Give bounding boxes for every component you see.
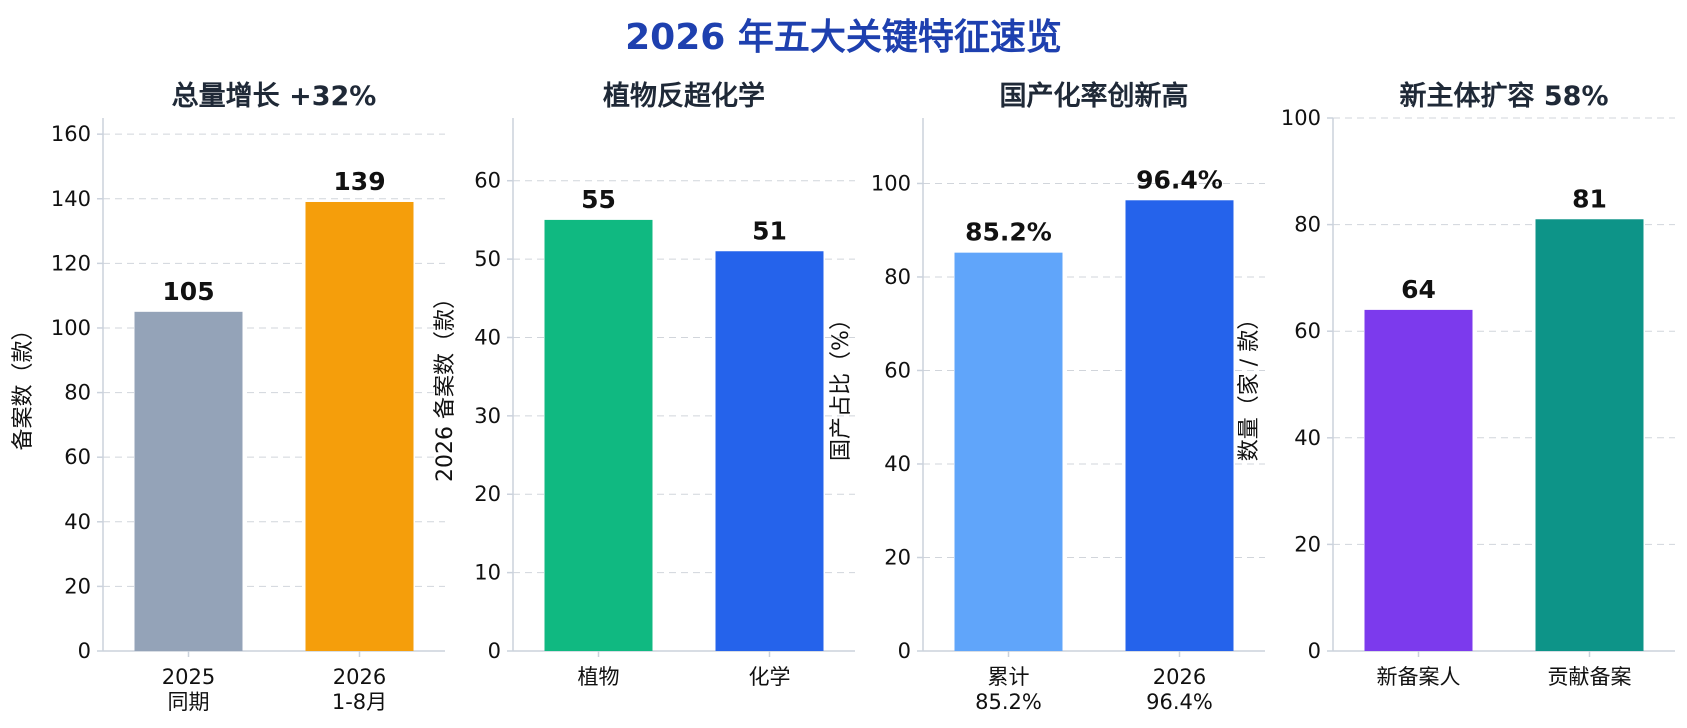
y-tick-label: 20 — [64, 574, 91, 598]
y-tick-label: 100 — [871, 171, 911, 195]
data-label: 64 — [1401, 275, 1436, 304]
x-tick-label: 累计 — [988, 665, 1030, 689]
x-tick-label: 2026 — [333, 665, 386, 689]
bar — [954, 252, 1063, 651]
data-label: 105 — [162, 277, 214, 306]
x-tick-label: 2026 — [1153, 665, 1206, 689]
x-tick-label: 化学 — [749, 665, 791, 689]
bar — [715, 251, 824, 651]
y-tick-label: 100 — [51, 316, 91, 340]
y-tick-label: 0 — [78, 639, 91, 663]
panel-title: 新主体扩容 58% — [1399, 80, 1608, 112]
y-tick-label: 140 — [51, 187, 91, 211]
y-tick-label: 40 — [474, 325, 501, 349]
x-tick-label: 同期 — [168, 690, 210, 714]
chart-panel-2: 植物反超化学 0 10 20 30 40 50 60 2026 备案数（款） 55 植物 51 化学 — [433, 80, 855, 689]
y-tick-label: 20 — [474, 482, 501, 506]
y-tick-label: 30 — [474, 404, 501, 428]
x-tick-label: 96.4% — [1146, 690, 1213, 714]
bar — [1364, 309, 1473, 651]
x-tick-label: 贡献备案 — [1548, 665, 1632, 689]
y-tick-label: 0 — [898, 639, 911, 663]
y-tick-label: 80 — [1294, 213, 1321, 237]
bar — [1125, 200, 1234, 651]
panel-title: 国产化率创新高 — [1000, 80, 1189, 112]
y-axis-label: 备案数（款） — [11, 318, 36, 450]
data-label: 81 — [1572, 184, 1607, 213]
x-tick-label: 85.2% — [975, 690, 1042, 714]
x-tick-label: 植物 — [578, 665, 620, 689]
y-tick-label: 0 — [488, 639, 501, 663]
y-tick-label: 10 — [474, 561, 501, 585]
y-tick-label: 60 — [64, 445, 91, 469]
y-tick-label: 60 — [474, 169, 501, 193]
bar — [544, 219, 653, 651]
y-tick-label: 40 — [884, 452, 911, 476]
data-label: 55 — [581, 185, 616, 214]
x-tick-label: 2025 — [162, 665, 215, 689]
data-label: 96.4% — [1136, 165, 1223, 194]
data-label: 139 — [333, 167, 385, 196]
chart-panel-3: 国产化率创新高020406080100国产占比（%）85.2%累计85.2%96… — [829, 80, 1265, 714]
bar — [305, 201, 414, 651]
chart-panel-1: 总量增长 +32% 0 20 40 60 80 100 120 140 160 备案数（款） 105 2… — [11, 80, 445, 714]
data-label: 85.2% — [965, 218, 1052, 247]
data-label: 51 — [752, 216, 787, 245]
x-tick-label: 1-8月 — [332, 690, 387, 714]
y-tick-label: 0 — [1308, 639, 1321, 663]
bar — [134, 311, 243, 651]
y-axis-label: 数量（家 / 款） — [1237, 308, 1262, 461]
y-tick-label: 120 — [51, 251, 91, 275]
x-tick-label: 新备案人 — [1377, 665, 1461, 689]
panel-title: 植物反超化学 — [603, 80, 765, 112]
y-tick-label: 60 — [1294, 319, 1321, 343]
y-axis-label: 2026 备案数（款） — [433, 287, 458, 482]
y-tick-label: 80 — [884, 265, 911, 289]
y-tick-label: 60 — [884, 358, 911, 382]
y-axis-label: 国产占比（%） — [829, 308, 854, 461]
y-tick-label: 80 — [64, 381, 91, 405]
y-tick-label: 160 — [51, 122, 91, 146]
y-tick-label: 40 — [64, 510, 91, 534]
chart-panel-4: 新主体扩容 58% 0 20 40 60 80 100 数量（家 / 款） 64 新备案人 81 贡献… — [1237, 80, 1675, 689]
bar — [1535, 219, 1644, 651]
y-tick-label: 40 — [1294, 426, 1321, 450]
y-tick-label: 20 — [884, 545, 911, 569]
y-tick-label: 20 — [1294, 532, 1321, 556]
panel-title: 总量增长 +32% — [172, 80, 377, 112]
figure-title: 2026 年五大关键特征速览 — [625, 17, 1062, 58]
y-tick-label: 100 — [1281, 106, 1321, 130]
y-tick-label: 50 — [474, 247, 501, 271]
